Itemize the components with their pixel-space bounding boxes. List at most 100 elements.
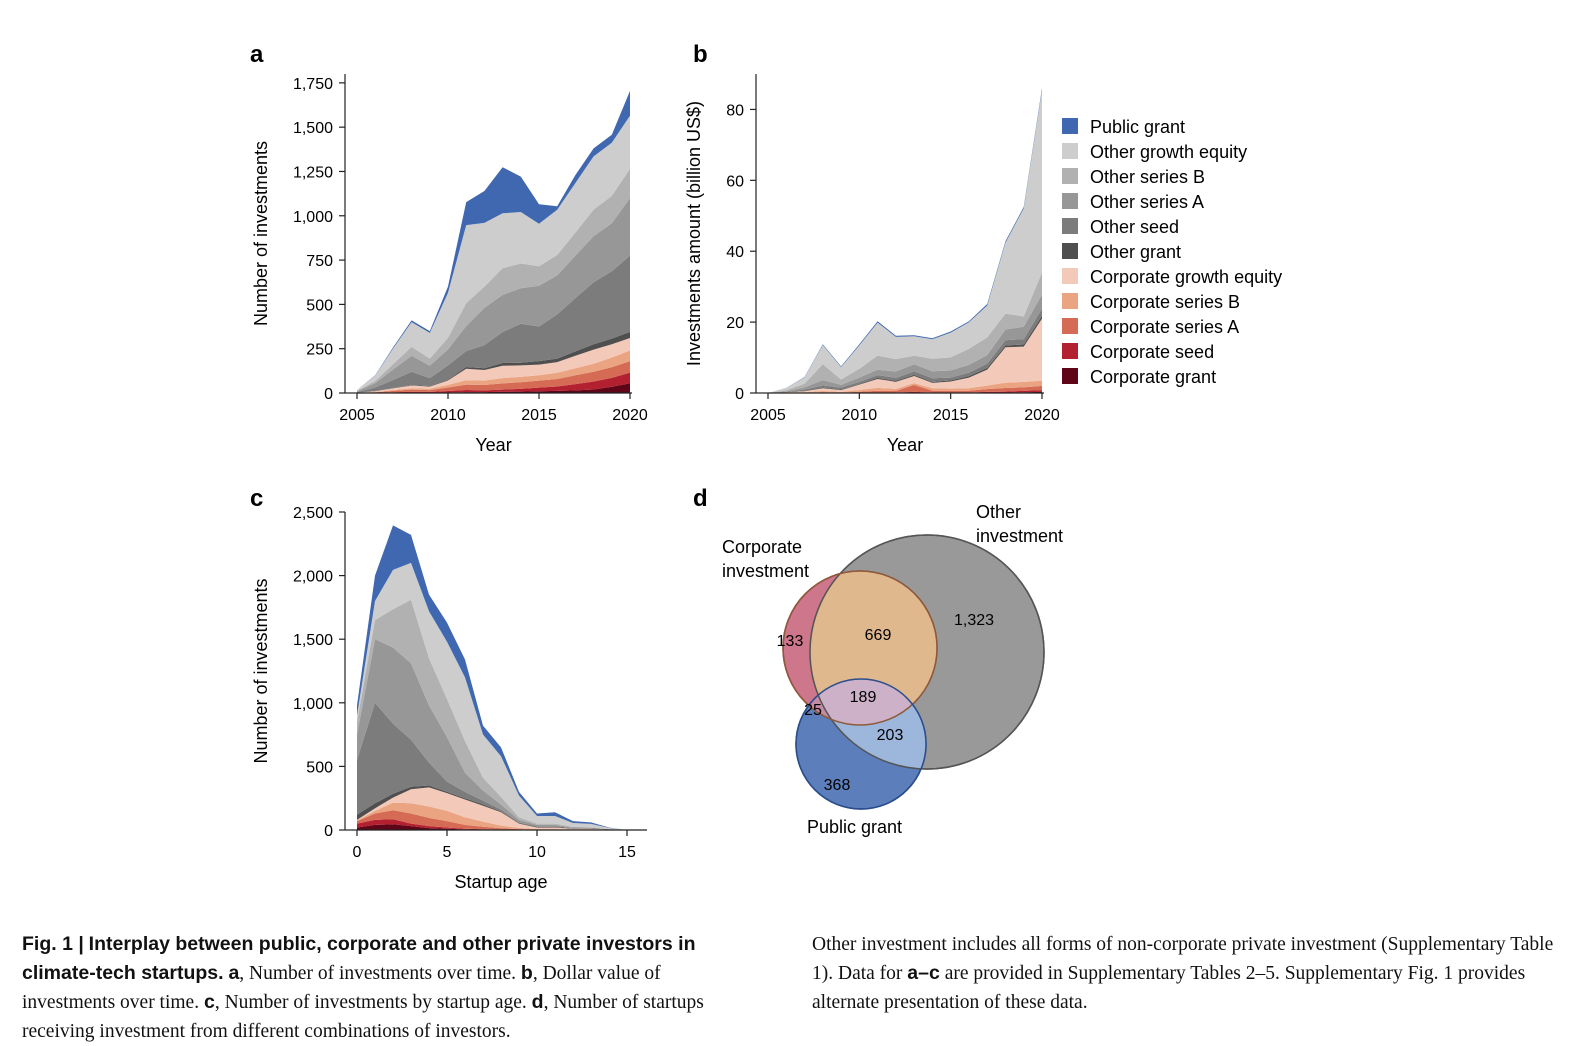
y-axis-label-b: Investments amount (billion US$) — [684, 101, 704, 366]
venn-count-public-only: 368 — [824, 777, 851, 794]
area-c-corporate-growth-equity — [357, 787, 627, 830]
area-c-corporate-grant — [357, 824, 627, 830]
caption-text-b: , Dollar value of investments over time. — [22, 963, 661, 1013]
y-tick-label-a: 1,750 — [293, 76, 333, 93]
area-a-corporate-series-a — [357, 361, 630, 393]
y-axis-label-a: Number of investments — [251, 141, 271, 326]
caption-title: Interplay between public, corporate and … — [22, 933, 696, 984]
figure-1: a b c d 2005 2010 2015 202002505007501,0001… — [250, 41, 1282, 892]
venn-count-corporate-other: 669 — [865, 627, 892, 644]
y-tick-label-b: 60 — [726, 173, 744, 190]
venn-count-corporate-public: 25 — [804, 702, 822, 719]
chart-panel-b: 2005 2010 2015 2020 0 20 40 60 80 Year Investments… — [684, 74, 1060, 455]
caption-letter-b: b — [520, 962, 533, 984]
y-tick-label-a: 250 — [306, 342, 333, 359]
legend-label-public-grant: Public grant — [1090, 117, 1185, 137]
legend-label-corporate-series-a: Corporate series A — [1090, 317, 1239, 337]
y-tick-label-a: 500 — [306, 297, 333, 314]
x-tick-label-b: 2015 — [933, 407, 969, 424]
area-a-corporate-seed — [357, 372, 630, 393]
area-c-corporate-series-a — [357, 810, 627, 830]
legend-label-corporate-seed: Corporate seed — [1090, 342, 1214, 362]
y-tick-label-a: 0 — [324, 386, 333, 403]
legend-swatch-corporate-series-b — [1062, 293, 1078, 309]
area-c-other-series-a — [357, 639, 627, 830]
y-tick-label-c: 2,000 — [293, 569, 333, 586]
x-axis-label-a: Year — [475, 435, 511, 455]
y-tick-label-c: 0 — [324, 823, 333, 840]
caption-right-1: Other investment includes all forms of n… — [812, 934, 1554, 984]
area-a-corporate-growth-equity — [357, 338, 630, 393]
legend-swatch-other-grant — [1062, 243, 1078, 259]
y-tick-label-b: 40 — [726, 244, 744, 261]
venn-count-other-public: 203 — [877, 727, 904, 744]
caption-letter-c: c — [203, 991, 215, 1013]
y-tick-label-c: 1,000 — [293, 696, 333, 713]
x-tick-label-c: 10 — [528, 844, 546, 861]
y-tick-label-c: 500 — [306, 759, 333, 776]
x-tick-label-b: 2020 — [1024, 407, 1060, 424]
x-tick-label-a: 2015 — [521, 407, 557, 424]
legend-label-other-series-a: Other series A — [1090, 192, 1204, 212]
y-tick-label-a: 1,000 — [293, 209, 333, 226]
x-axis-label-b: Year — [887, 435, 923, 455]
area-a-other-growth-equity — [357, 115, 630, 391]
venn-label-other-line1: Other — [976, 502, 1021, 522]
area-b-other-seed — [768, 308, 1042, 393]
figure-caption-right: Other investment includes all forms of n… — [812, 930, 1572, 1017]
panel-letter-a: a — [250, 41, 264, 68]
chart-legend: Public grant Other growth equity Other ser… — [1062, 117, 1282, 387]
area-b-corporate-series-a — [768, 384, 1042, 393]
area-c-corporate-seed — [357, 819, 627, 830]
caption-text-a: , Number of investments over time. — [239, 963, 517, 984]
x-tick-label-a: 2020 — [612, 407, 648, 424]
legend-swatch-public-grant — [1062, 118, 1078, 134]
area-a-corporate-grant — [357, 383, 630, 393]
figure-caption-left: Fig. 1 | Interplay between public, corpo… — [22, 930, 752, 1046]
legend-swatch-other-series-a — [1062, 193, 1078, 209]
panel-letter-d: d — [693, 485, 708, 512]
area-c-other-series-b — [357, 599, 627, 830]
area-a-other-series-a — [357, 198, 630, 393]
area-a-other-seed — [357, 255, 630, 393]
legend-label-other-seed: Other seed — [1090, 217, 1179, 237]
area-c-other-seed — [357, 702, 627, 830]
area-a-corporate-series-b — [357, 350, 630, 393]
area-c-corporate-series-b — [357, 802, 627, 830]
x-axis-label-c: Startup age — [454, 872, 547, 892]
caption-right-ac: a–c — [907, 962, 940, 984]
venn-diagram: 133 669 1,323 189 25 203 368 Corporate i… — [722, 502, 1063, 837]
y-tick-label-c: 2,500 — [293, 505, 333, 522]
legend-swatch-corporate-seed — [1062, 343, 1078, 359]
venn-label-corporate-line1: Corporate — [722, 537, 802, 557]
caption-text-d: , Number of startups receiving investmen… — [22, 992, 704, 1042]
area-a-other-series-b — [357, 168, 630, 392]
y-tick-label-a: 1,500 — [293, 120, 333, 137]
x-tick-label-b: 2005 — [750, 407, 786, 424]
caption-letter-a: a — [228, 962, 240, 984]
caption-text-c: , Number of investments by startup age. — [214, 992, 527, 1013]
y-tick-label-b: 20 — [726, 315, 744, 332]
legend-swatch-other-seed — [1062, 218, 1078, 234]
area-b-corporate-series-b — [768, 380, 1042, 393]
legend-label-corporate-growth-equity: Corporate growth equity — [1090, 267, 1282, 287]
x-tick-label-c: 0 — [353, 844, 362, 861]
chart-panel-a: 2005 2010 2015 2020 0 250 500 750 1,000 1,250 1,50… — [251, 74, 648, 455]
venn-count-all-three: 189 — [850, 689, 877, 706]
y-tick-label-b: 0 — [735, 386, 744, 403]
chart-panel-c: 0 5 10 15 0 500 1,000 1,500 2,000 2,500 Startup ag… — [251, 505, 647, 892]
legend-label-other-growth-equity: Other growth equity — [1090, 142, 1247, 162]
legend-label-other-series-b: Other series B — [1090, 167, 1205, 187]
venn-label-corporate-line2: investment — [722, 561, 809, 581]
area-c-public-grant — [357, 525, 627, 830]
y-tick-label-c: 1,500 — [293, 632, 333, 649]
legend-swatch-corporate-growth-equity — [1062, 268, 1078, 284]
x-tick-label-c: 15 — [618, 844, 636, 861]
panel-letter-b: b — [693, 41, 708, 68]
x-tick-label-a: 2005 — [339, 407, 375, 424]
caption-letter-d: d — [531, 991, 544, 1013]
venn-count-other-only: 1,323 — [954, 612, 994, 629]
y-axis-label-c: Number of investments — [251, 578, 271, 763]
legend-swatch-corporate-grant — [1062, 368, 1078, 384]
x-tick-label-b: 2010 — [842, 407, 878, 424]
